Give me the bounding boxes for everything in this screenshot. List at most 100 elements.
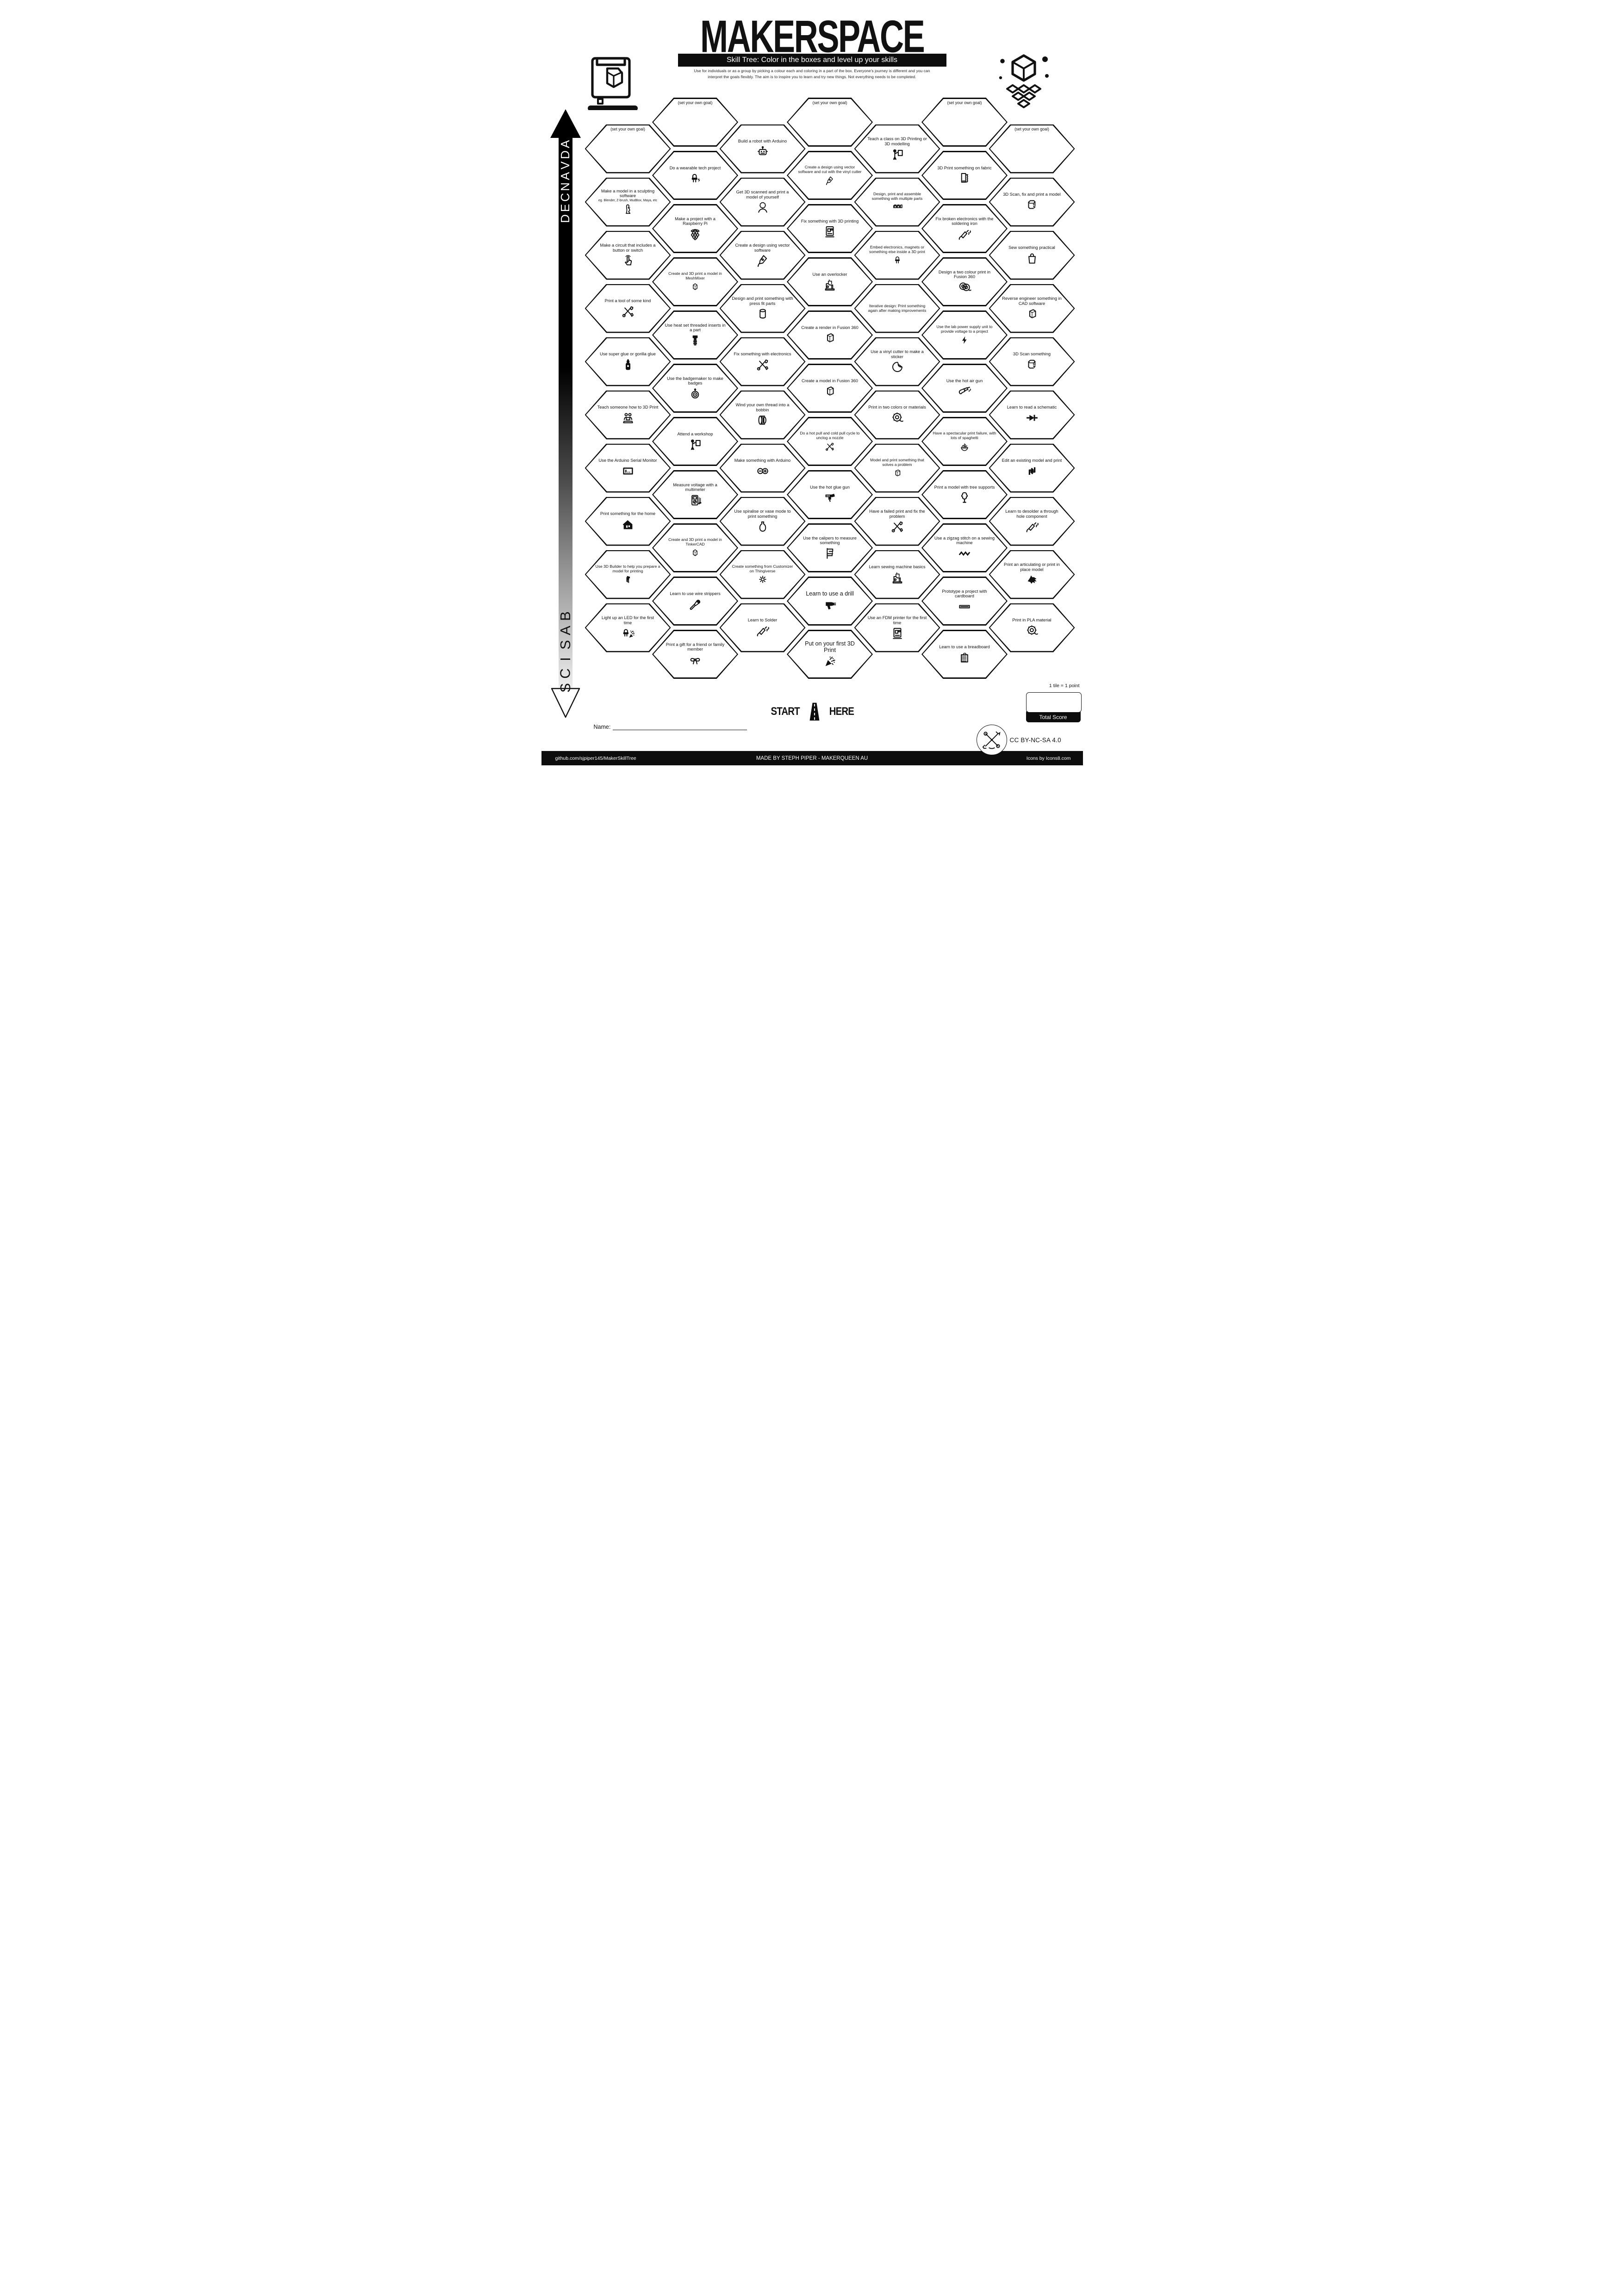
badge-icon bbox=[688, 387, 702, 401]
hex-tile[interactable]: Use 3D Builder to help you prepare a mod… bbox=[585, 550, 671, 599]
hex-tile[interactable]: Use an overlocker bbox=[787, 257, 873, 306]
hex-tile[interactable]: Fix something with 3D printing bbox=[787, 204, 873, 253]
hex-tile[interactable]: Edit an existing model and print bbox=[989, 443, 1075, 493]
road-icon bbox=[805, 701, 824, 722]
hex-tile[interactable]: Learn sewing machine basics bbox=[854, 550, 940, 599]
hex-tile[interactable]: Print in PLA material bbox=[989, 603, 1075, 652]
hex-tile[interactable]: Do a hot pull and cold pull cycle to unc… bbox=[787, 417, 873, 466]
hex-tile[interactable]: Prototype a project with cardboard bbox=[921, 577, 1008, 626]
hex-label: Teach someone how to 3D Print bbox=[597, 405, 659, 410]
hex-tile[interactable]: Build a robot with Arduino bbox=[719, 124, 806, 174]
hex-tile[interactable]: Use heat set threaded inserts in a part bbox=[652, 310, 738, 360]
hex-tile[interactable]: Use the lab power supply unit to provide… bbox=[921, 310, 1008, 360]
footer-repo-link[interactable]: github.com/sjpiper145/MakerSkillTree bbox=[555, 755, 636, 761]
hex-label: 3D Scan, fix and print a model bbox=[1003, 192, 1061, 197]
hex-tile[interactable]: Fix broken electronics with the solderin… bbox=[921, 204, 1008, 253]
hex-tile[interactable]: Create and 3D print a model in MeshMixer bbox=[652, 257, 738, 306]
party-icon bbox=[823, 654, 837, 668]
total-score-input-box[interactable] bbox=[1026, 692, 1082, 713]
hex-tile[interactable]: Have a failed print and fix the problem bbox=[854, 496, 940, 546]
name-input-line[interactable] bbox=[613, 723, 747, 730]
hex-tile[interactable]: Do a wearable tech project bbox=[652, 151, 738, 200]
hex-tile-set-your-own-goal[interactable]: (set your own goal) bbox=[921, 98, 1008, 147]
hex-tile[interactable]: Design and print something with press fi… bbox=[719, 284, 806, 333]
hex-tile-set-your-own-goal[interactable]: (set your own goal) bbox=[989, 124, 1075, 174]
hex-tile[interactable]: Use a vinyl cutter to make a sticker bbox=[854, 337, 940, 386]
hex-tile[interactable]: Use a zigzag stitch on a sewing machine bbox=[921, 523, 1008, 572]
hex-tile-set-your-own-goal[interactable]: (set your own goal) bbox=[787, 98, 873, 147]
hex-tile[interactable]: Wind your own thread into a bobbin bbox=[719, 390, 806, 440]
hex-label: Use a vinyl cutter to make a sticker bbox=[871, 349, 924, 359]
hex-tile[interactable]: Sew something practical bbox=[989, 230, 1075, 280]
hex-tile[interactable]: Fix something with electronics bbox=[719, 337, 806, 386]
hex-label: Sew something practical bbox=[1008, 245, 1055, 250]
hex-tile[interactable]: Use spiralise or vase mode to print some… bbox=[719, 496, 806, 546]
hex-tile[interactable]: Create something from Customizer on Thin… bbox=[719, 550, 806, 599]
hex-tile[interactable]: Make a circuit that includes a button or… bbox=[585, 230, 671, 280]
hex-label: Fix something with electronics bbox=[734, 352, 791, 357]
hex-label: Embed electronics, magnets or something … bbox=[869, 244, 925, 254]
hex-label: Reverse engineer something in CAD softwa… bbox=[1002, 296, 1062, 306]
hex-tile[interactable]: Create a render in Fusion 360 bbox=[787, 310, 873, 360]
hex-tile[interactable]: Print an articulating or print in place … bbox=[989, 550, 1075, 599]
hex-tile[interactable]: Print a gift for a friend or family memb… bbox=[652, 630, 738, 679]
hex-tile[interactable]: Create a model in Fusion 360 bbox=[787, 364, 873, 413]
hex-tile[interactable]: Learn to use a drill bbox=[787, 577, 873, 626]
hex-tile[interactable]: Attend a workshop bbox=[652, 417, 738, 466]
license-text: CC BY-NC-SA 4.0 bbox=[1009, 736, 1061, 744]
hex-tile[interactable]: 3D Scan something bbox=[989, 337, 1075, 386]
hex-tile[interactable]: Design a two colour print in Fusion 360 bbox=[921, 257, 1008, 306]
hex-label: Design a two colour print in Fusion 360 bbox=[938, 269, 991, 279]
hex-tile-inner: 3D Scan, fix and print a model bbox=[990, 179, 1074, 225]
fabric-icon bbox=[958, 171, 971, 185]
hex-tile[interactable]: Light up an LED for the first time bbox=[585, 603, 671, 652]
hex-tile[interactable]: Create a design using vector software an… bbox=[787, 151, 873, 200]
hex-label: Use an FDM printer for the first time bbox=[867, 615, 927, 625]
hex-tile[interactable]: Learn to use wire strippers bbox=[652, 577, 738, 626]
hex-tile[interactable]: Make something with Arduino bbox=[719, 443, 806, 493]
vase-icon bbox=[756, 520, 770, 534]
hex-tile[interactable]: Create a design using vector software bbox=[719, 230, 806, 280]
hex-tile[interactable]: Learn to desolder a through hole compone… bbox=[989, 496, 1075, 546]
bobbin-icon bbox=[756, 413, 770, 427]
tools-icon bbox=[756, 358, 770, 372]
hex-tile[interactable]: Use the hot glue gun bbox=[787, 470, 873, 519]
hex-tile[interactable]: Learn to Solder bbox=[719, 603, 806, 652]
hex-tile[interactable]: 3D Print something on fabric bbox=[921, 151, 1008, 200]
hex-tile-inner: Teach someone how to 3D Print bbox=[586, 391, 670, 438]
hex-tile[interactable]: Print something for the home bbox=[585, 496, 671, 546]
hex-tile[interactable]: Make a model in a sculpting software eg. … bbox=[585, 177, 671, 227]
hex-tile[interactable]: Teach a class on 3D Printing or 3D model… bbox=[854, 124, 940, 174]
hex-tile[interactable]: Use the hot air gun bbox=[921, 364, 1008, 413]
hex-tile[interactable]: Get 3D scanned and print a model of your… bbox=[719, 177, 806, 227]
hex-tile[interactable]: Design, print and assemble something wit… bbox=[854, 177, 940, 227]
hex-tile[interactable]: Iterative design: Print something again … bbox=[854, 284, 940, 333]
hex-tile[interactable]: Learn to read a schematic bbox=[989, 390, 1075, 440]
hex-tile[interactable]: Measure voltage with a multimeter bbox=[652, 470, 738, 519]
hex-tile[interactable]: 3D Scan, fix and print a model bbox=[989, 177, 1075, 227]
hex-tile[interactable]: Learn to use a breadboard bbox=[921, 630, 1008, 679]
hex-tile[interactable]: Use the badgemaker to make badges bbox=[652, 364, 738, 413]
hex-tile[interactable]: Use the Arduino Serial Monitor bbox=[585, 443, 671, 493]
hex-tile[interactable]: Have a spectacular print failure, with l… bbox=[921, 417, 1008, 466]
hex-tile[interactable]: Print a tool of some kind bbox=[585, 284, 671, 333]
hex-tile[interactable]: Use super glue or gorilla glue bbox=[585, 337, 671, 386]
hex-tile[interactable]: Put on your first 3D Print bbox=[787, 630, 873, 679]
hex-tile[interactable]: Use the calipers to measure something bbox=[787, 523, 873, 572]
hex-tile-set-your-own-goal[interactable]: (set your own goal) bbox=[585, 124, 671, 174]
hex-tile[interactable]: Reverse engineer something in CAD softwa… bbox=[989, 284, 1075, 333]
hex-tile-inner: (set your own goal) bbox=[990, 125, 1074, 172]
hex-tile[interactable]: Model and print something that solves a … bbox=[854, 443, 940, 493]
hex-tile[interactable]: Print in two colors or materials bbox=[854, 390, 940, 440]
ledparty-icon bbox=[621, 626, 635, 640]
hex-tile[interactable]: Embed electronics, magnets or something … bbox=[854, 230, 940, 280]
footer-icons-credit[interactable]: Icons by Icons8.com bbox=[1026, 755, 1071, 761]
hex-tile[interactable]: Use an FDM printer for the first time bbox=[854, 603, 940, 652]
hex-tile[interactable]: Create and 3D print a model in TinkerCAD bbox=[652, 523, 738, 572]
hex-tile-inner: Print in two colors or materials bbox=[855, 391, 939, 438]
hex-tile[interactable]: Print a model with tree supports bbox=[921, 470, 1008, 519]
hex-tile[interactable]: Teach someone how to 3D Print bbox=[585, 390, 671, 440]
hex-tile[interactable]: Make a project with a Raspberry Pi bbox=[652, 204, 738, 253]
hex-tile-set-your-own-goal[interactable]: (set your own goal) bbox=[652, 98, 738, 147]
hex-label: Teach a class on 3D Printing or 3D model… bbox=[867, 137, 927, 146]
